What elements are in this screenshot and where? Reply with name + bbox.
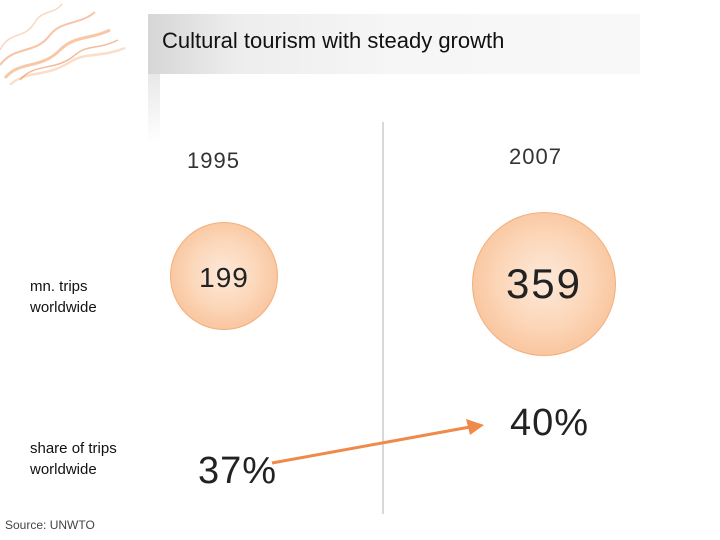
share-2007-value: 40%	[510, 402, 590, 444]
year-2007-heading: 2007	[509, 144, 562, 169]
smoke-logo-icon	[0, 3, 126, 85]
trips-1995-value: 199	[199, 262, 249, 293]
share-1995-value: 37%	[198, 450, 278, 492]
year-1995-heading: 1995	[187, 148, 240, 173]
growth-arrow-icon	[271, 419, 484, 465]
slide-title: Cultural tourism with steady growth	[162, 28, 505, 53]
trips-1995-circle: 199	[170, 222, 278, 330]
title-bar	[148, 14, 640, 74]
trips-2007-value: 359	[505, 260, 583, 307]
trips-2007-circle: 359	[472, 212, 616, 356]
title-shadow	[148, 74, 160, 144]
source-note: Source: UNWTO	[5, 518, 95, 532]
column-divider	[382, 122, 384, 514]
trips-row-label: mn. trips worldwide	[30, 278, 97, 316]
share-row-label: share of trips worldwide	[30, 440, 117, 478]
